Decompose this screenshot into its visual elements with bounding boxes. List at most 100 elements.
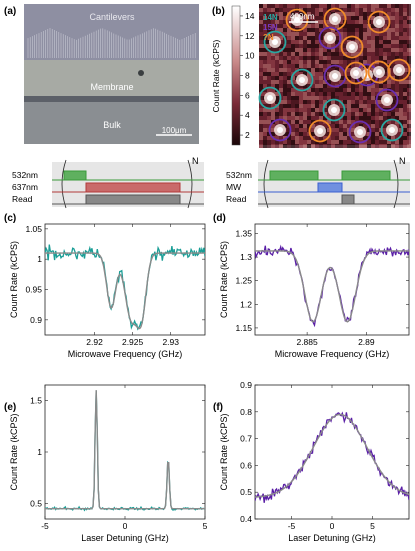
seq-left-repeat: N bbox=[192, 156, 199, 166]
x-tick-label: 2.925 bbox=[122, 337, 144, 347]
scalebar-a-label: 100μm bbox=[162, 126, 187, 135]
nv-center-marker bbox=[344, 61, 368, 85]
x-axis-label: Microwave Frequency (GHz) bbox=[68, 349, 183, 359]
nv-center-marker bbox=[367, 10, 391, 34]
plot-area bbox=[254, 223, 410, 336]
colorbar-tick-label: 8 bbox=[245, 71, 250, 81]
seq-right-row3-label: Read bbox=[226, 194, 247, 204]
confocal-image: 400nm 14N 15N ?N bbox=[258, 4, 411, 148]
x-axis-label: Laser Detuning (GHz) bbox=[81, 533, 169, 543]
colorbar-tick-label: 2 bbox=[245, 130, 250, 140]
colorbar-tick-label: 14 bbox=[245, 11, 255, 21]
y-axis-label: Count Rate (kCPS) bbox=[9, 413, 19, 490]
y-axis-label: Count Rate (kCPS) bbox=[9, 241, 19, 318]
seq-right-row2-label: MW bbox=[226, 182, 241, 192]
y-tick-label: 1 bbox=[37, 254, 42, 264]
panel-letter-a: (a) bbox=[4, 6, 16, 17]
y-tick-label: 1.3 bbox=[240, 252, 252, 262]
x-tick-label: 5 bbox=[370, 521, 375, 531]
y-tick-label: 1.5 bbox=[30, 395, 42, 405]
legend-qn: ?N bbox=[263, 33, 274, 42]
panel-letter-f: (f) bbox=[213, 402, 223, 413]
y-tick-label: 1 bbox=[37, 447, 42, 457]
y-tick-label: 0.5 bbox=[240, 487, 252, 497]
y-tick-label: 0.8 bbox=[240, 407, 252, 417]
seq-right-repeat: N bbox=[399, 156, 406, 166]
y-tick-label: 1.2 bbox=[240, 299, 252, 309]
chart-d: (d) 2.885 2.89 1.15 1.2 1.25 1.3 1.35 Microwave … bbox=[213, 213, 410, 359]
nv-center-marker bbox=[387, 58, 411, 82]
nv-center-marker bbox=[340, 35, 364, 59]
chart-c: (c) 2.92 2.925 2.93 0.9 0.95 1 1.05 Microwave Fr… bbox=[4, 213, 206, 359]
y-axis-label: Count Rate (kCPS) bbox=[219, 413, 229, 490]
label-membrane: Membrane bbox=[90, 82, 133, 92]
legend-14n: 14N bbox=[263, 13, 278, 22]
y-tick-label: 1.15 bbox=[235, 323, 252, 333]
y-tick-label: 0.7 bbox=[240, 434, 252, 444]
x-tick-label: 0 bbox=[330, 521, 335, 531]
label-cantilevers: Cantilevers bbox=[89, 12, 135, 22]
panel-letter-c: (c) bbox=[4, 213, 16, 224]
x-axis-label: Laser Detuning (GHz) bbox=[288, 533, 376, 543]
x-tick-label: 5 bbox=[203, 521, 208, 531]
nv-center-marker bbox=[268, 118, 292, 142]
y-tick-label: 1.25 bbox=[235, 276, 252, 286]
nv-center-marker bbox=[258, 86, 282, 110]
y-axis-label: Count Rate (kCPS) bbox=[219, 241, 229, 318]
plot-area bbox=[254, 384, 410, 520]
seq-left-row2-label: 637nm bbox=[12, 182, 38, 192]
x-tick-label: 2.89 bbox=[358, 337, 375, 347]
panel-letter-d: (d) bbox=[213, 213, 226, 224]
y-tick-label: 1.35 bbox=[235, 228, 252, 238]
x-axis-label: Microwave Frequency (GHz) bbox=[275, 349, 390, 359]
y-tick-label: 1.05 bbox=[25, 224, 42, 234]
y-tick-label: 0.95 bbox=[25, 285, 42, 295]
y-tick-label: 0.4 bbox=[240, 514, 252, 524]
seq-left-row1-label: 532nm bbox=[12, 170, 38, 180]
x-tick-label: 2.93 bbox=[162, 337, 179, 347]
y-tick-label: 0.5 bbox=[30, 499, 42, 509]
colorbar-tick-label: 12 bbox=[245, 31, 255, 41]
label-bulk: Bulk bbox=[103, 120, 121, 130]
x-tick-label: -5 bbox=[288, 521, 296, 531]
nv-center-marker bbox=[375, 88, 399, 112]
pulse-sequence-left: N 532nm 637nm Read bbox=[12, 156, 204, 209]
nv-center-marker bbox=[290, 68, 314, 92]
colorbar-label: Count Rate (kCPS) bbox=[211, 39, 221, 112]
y-tick-label: 0.9 bbox=[30, 315, 42, 325]
colorbar bbox=[231, 5, 241, 146]
fit-line bbox=[45, 390, 205, 510]
scalebar-b-label: 400nm bbox=[290, 12, 315, 21]
colorbar-tick-label: 4 bbox=[245, 110, 250, 120]
x-tick-label: 2.92 bbox=[86, 337, 103, 347]
y-tick-label: 0.6 bbox=[240, 460, 252, 470]
nv-center-marker bbox=[348, 120, 372, 144]
seq-left-row3-label: Read bbox=[12, 194, 33, 204]
nv-center-marker bbox=[380, 118, 404, 142]
fit-line bbox=[255, 413, 409, 498]
plot-area bbox=[44, 384, 206, 520]
chart-e: (e) -5 0 5 0.5 1 1.5 Laser Detuning (GHz) Count … bbox=[4, 384, 208, 543]
fit-line bbox=[255, 250, 409, 323]
seq-right-row1-label: 532nm bbox=[226, 170, 252, 180]
y-tick-label: 0.9 bbox=[240, 380, 252, 390]
x-tick-label: -5 bbox=[41, 521, 49, 531]
colorbar-tick-label: 6 bbox=[245, 90, 250, 100]
panel-letter-b: (b) bbox=[212, 6, 225, 17]
nv-center-marker bbox=[285, 8, 309, 32]
legend-15n: 15N bbox=[263, 23, 278, 32]
colorbar-tick-label: 10 bbox=[245, 51, 255, 61]
pulse-sequence-right: N 532nm MW Read bbox=[226, 156, 410, 209]
x-tick-label: 0 bbox=[123, 521, 128, 531]
micrograph: Cantilevers Membrane Bulk 100μm bbox=[24, 4, 199, 144]
nv-center-marker bbox=[318, 26, 342, 50]
x-tick-label: 2.885 bbox=[296, 337, 318, 347]
nv-center-marker bbox=[263, 30, 287, 54]
chart-f: (f) -5 0 5 0.4 0.5 0.6 0.7 0.8 0.9 Laser Detuning … bbox=[213, 380, 410, 543]
nv-center-marker bbox=[322, 98, 346, 122]
fit-line bbox=[45, 252, 205, 330]
panel-letter-e: (e) bbox=[4, 402, 16, 413]
nv-center-marker bbox=[308, 119, 332, 143]
plot-area bbox=[44, 223, 206, 336]
